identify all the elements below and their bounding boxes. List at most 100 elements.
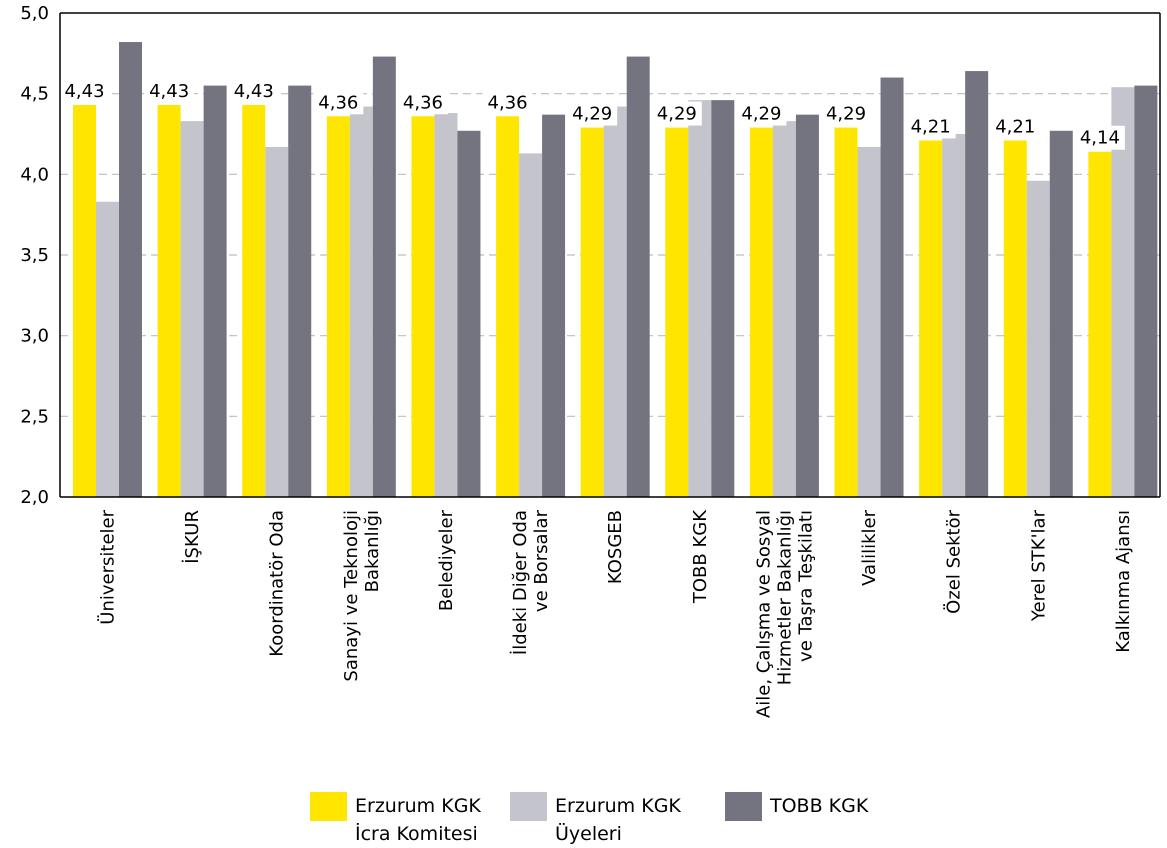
data-label: 4,29 (826, 104, 866, 125)
bar-icra-komitesi (834, 127, 858, 498)
legend-item-tobb-kgk: TOBB KGK (725, 792, 940, 848)
bar-tobb-kgk (965, 71, 989, 497)
bar-icra-komitesi (411, 116, 435, 498)
data-label-bg (144, 78, 195, 103)
x-tick-label: Sanayi ve TeknolojiBakanlığı (341, 510, 383, 682)
data-label-bg (59, 78, 110, 103)
bar-tobb-kgk (795, 114, 819, 497)
x-tick-label: Yerel STK'lar (1028, 509, 1049, 622)
data-label-bg (228, 78, 279, 103)
legend-swatch-uyeleri (510, 792, 547, 821)
x-tick-label-text: İŞKUR (182, 510, 203, 564)
bar-tobb-kgk (119, 42, 142, 497)
bar-tobb-kgk (203, 85, 227, 497)
x-tick-label: Valilikler (859, 509, 880, 585)
data-label: 4,43 (149, 81, 189, 102)
data-label-bg (567, 101, 618, 126)
bar-tobb-kgk (542, 114, 566, 497)
y-tick-label: 2,0 (20, 487, 49, 508)
data-label: 4,36 (403, 92, 443, 113)
data-label-bg (651, 101, 702, 126)
bar-tobb-kgk (372, 56, 396, 498)
y-tick-label: 2,5 (20, 406, 49, 427)
x-tick-label: İŞKUR (182, 510, 203, 564)
data-label: 4,43 (64, 81, 104, 102)
legend-label-icra-komitesi: Erzurum KGK İcra Komitesi (355, 795, 481, 845)
x-tick-label-text: Yerel STK'lar (1028, 509, 1049, 622)
bar-uyeleri (349, 106, 373, 497)
bar-tobb-kgk (1134, 85, 1158, 497)
bar-tobb-kgk (711, 100, 735, 498)
x-tick-label-text: Kalkınma Ajansı (1113, 510, 1134, 653)
bar-uyeleri (857, 146, 881, 497)
bar-tobb-kgk (288, 85, 312, 497)
x-tick-label: Kalkınma Ajansı (1113, 510, 1134, 653)
legend-label-uyeleri: Erzurum KGK Üyeleri (555, 795, 681, 845)
legend: Erzurum KGK İcra Komitesi Erzurum KGK Üy… (310, 792, 940, 848)
bar-icra-komitesi (919, 140, 943, 497)
x-tick-label-text: İldeki Diğer Odave Borsalar (510, 509, 552, 655)
bar-icra-komitesi (749, 127, 773, 498)
data-label: 4,36 (318, 92, 358, 113)
data-label-bg (397, 90, 448, 115)
legend-swatch-tobb-kgk (725, 792, 762, 821)
bar-uyeleri (434, 113, 458, 497)
bar-uyeleri (942, 134, 966, 497)
bar-icra-komitesi (1088, 151, 1112, 497)
bar-icra-komitesi (665, 127, 689, 498)
y-tick-label: 4,5 (20, 84, 49, 105)
x-tick-label: KOSGEB (605, 510, 626, 584)
x-tick-label-text: Sanayi ve TeknolojiBakanlığı (341, 510, 383, 682)
x-tick-label-text: Belediyeler (436, 509, 457, 611)
x-tick-label: Belediyeler (436, 509, 457, 611)
data-label: 4,36 (488, 92, 528, 113)
data-label-bg (905, 114, 956, 139)
bar-tobb-kgk (457, 130, 481, 498)
legend-swatch-icra-komitesi (310, 792, 347, 821)
x-tick-label: Koordinatör Oda (267, 510, 288, 657)
bar-icra-komitesi (242, 104, 266, 498)
legend-label-tobb-kgk: TOBB KGK (770, 795, 869, 817)
bar-tobb-kgk (626, 56, 650, 498)
bar-uyeleri (180, 121, 204, 498)
data-label: 4,29 (572, 104, 612, 125)
x-tick-label: TOBB KGK (690, 509, 711, 604)
data-label: 4,14 (1080, 128, 1120, 149)
legend-item-icra-komitesi: Erzurum KGK İcra Komitesi (310, 792, 510, 848)
x-tick-label: Aile, Çalışma ve SosyalHizmetler Bakanlı… (753, 510, 816, 718)
bar-uyeleri (96, 201, 119, 497)
bar-icra-komitesi (496, 116, 520, 498)
bar-uyeleri (1026, 180, 1050, 497)
legend-item-uyeleri: Erzurum KGK Üyeleri (510, 792, 725, 848)
bar-uyeleri (1111, 87, 1135, 498)
data-label-bg (1074, 125, 1125, 150)
bar-uyeleri (265, 146, 289, 497)
bar-uyeleri (772, 121, 796, 498)
data-label-bg (990, 114, 1041, 139)
x-tick-label-text: Koordinatör Oda (267, 510, 288, 657)
x-tick-label: Üniversiteler (97, 509, 119, 624)
data-label: 4,21 (995, 116, 1035, 137)
y-tick-label: 4,0 (20, 164, 49, 185)
x-tick-label-text: Üniversiteler (97, 509, 119, 624)
x-tick-label-text: Özel Sektör (943, 509, 965, 613)
data-label: 4,43 (234, 81, 274, 102)
bar-uyeleri (519, 153, 543, 498)
bar-icra-komitesi (73, 104, 96, 498)
bar-icra-komitesi (326, 116, 350, 498)
data-label: 4,29 (741, 104, 781, 125)
data-label: 4,29 (657, 104, 697, 125)
y-tick-label: 3,5 (20, 245, 49, 266)
x-tick-label: Özel Sektör (943, 509, 965, 613)
x-tick-label: İldeki Diğer Odave Borsalar (510, 509, 552, 655)
bar-uyeleri (603, 106, 627, 497)
y-tick-label: 5,0 (20, 3, 49, 24)
x-tick-label-text: Aile, Çalışma ve SosyalHizmetler Bakanlı… (753, 510, 816, 718)
x-tick-label-text: Valilikler (859, 509, 880, 585)
bar-uyeleri (688, 100, 712, 498)
bar-icra-komitesi (1003, 140, 1027, 497)
data-label-bg (313, 90, 364, 115)
data-label: 4,21 (911, 116, 951, 137)
x-tick-label-text: KOSGEB (605, 510, 626, 584)
